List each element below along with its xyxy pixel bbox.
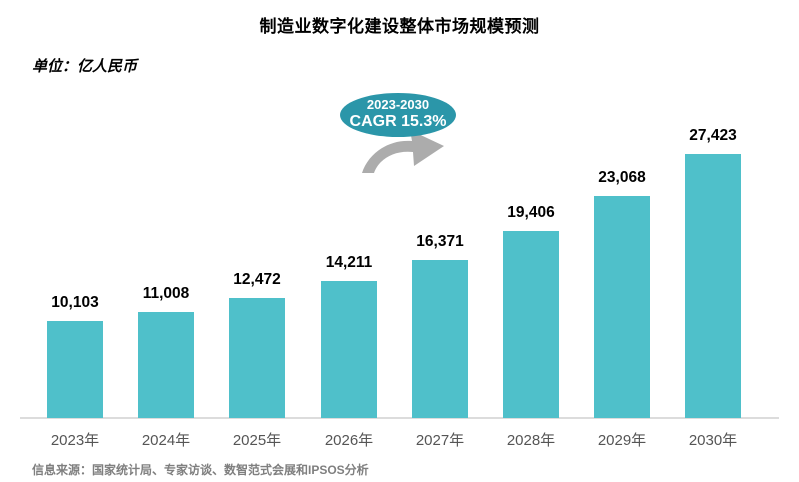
x-axis-tick-label: 2030年 (688, 432, 738, 449)
bar (229, 298, 285, 418)
cagr-badge: 2023-2030 CAGR 15.3% (340, 93, 456, 137)
bar-value-label: 14,211 (325, 254, 373, 271)
bar-value-label: 23,068 (598, 169, 646, 186)
x-axis-tick-label: 2028年 (506, 432, 556, 449)
unit-label: 单位：亿人民币 (32, 58, 138, 75)
bar-value-label: 27,423 (689, 127, 737, 144)
bar (594, 196, 650, 418)
bar (685, 154, 741, 418)
bar-value-label: 19,406 (507, 204, 555, 221)
chart-title: 制造业数字化建设整体市场规模预测 (259, 17, 540, 36)
cagr-badge-years: 2023-2030 (366, 97, 430, 113)
bar-value-label: 11,008 (142, 285, 190, 302)
bar (503, 231, 559, 418)
x-axis-tick-label: 2025年 (232, 432, 282, 449)
x-axis-tick-label: 2026年 (324, 432, 374, 449)
x-axis-tick-label: 2027年 (415, 432, 465, 449)
bar-value-label: 10,103 (51, 294, 99, 311)
bar (412, 260, 468, 418)
bar-value-label: 12,472 (233, 271, 281, 288)
growth-arrow-icon (362, 130, 444, 173)
bar (138, 312, 194, 418)
x-axis-line (20, 417, 779, 419)
bar (47, 321, 103, 418)
cagr-badge-rate: CAGR 15.3% (349, 113, 447, 131)
bar-value-label: 16,371 (416, 233, 464, 250)
x-axis-tick-label: 2029年 (597, 432, 647, 449)
x-axis-tick-label: 2024年 (141, 432, 191, 449)
bar (321, 281, 377, 418)
x-axis-tick-label: 2023年 (50, 432, 100, 449)
source-note: 信息来源：国家统计局、专家访谈、数智范式会展和IPSOS分析 (32, 463, 369, 477)
